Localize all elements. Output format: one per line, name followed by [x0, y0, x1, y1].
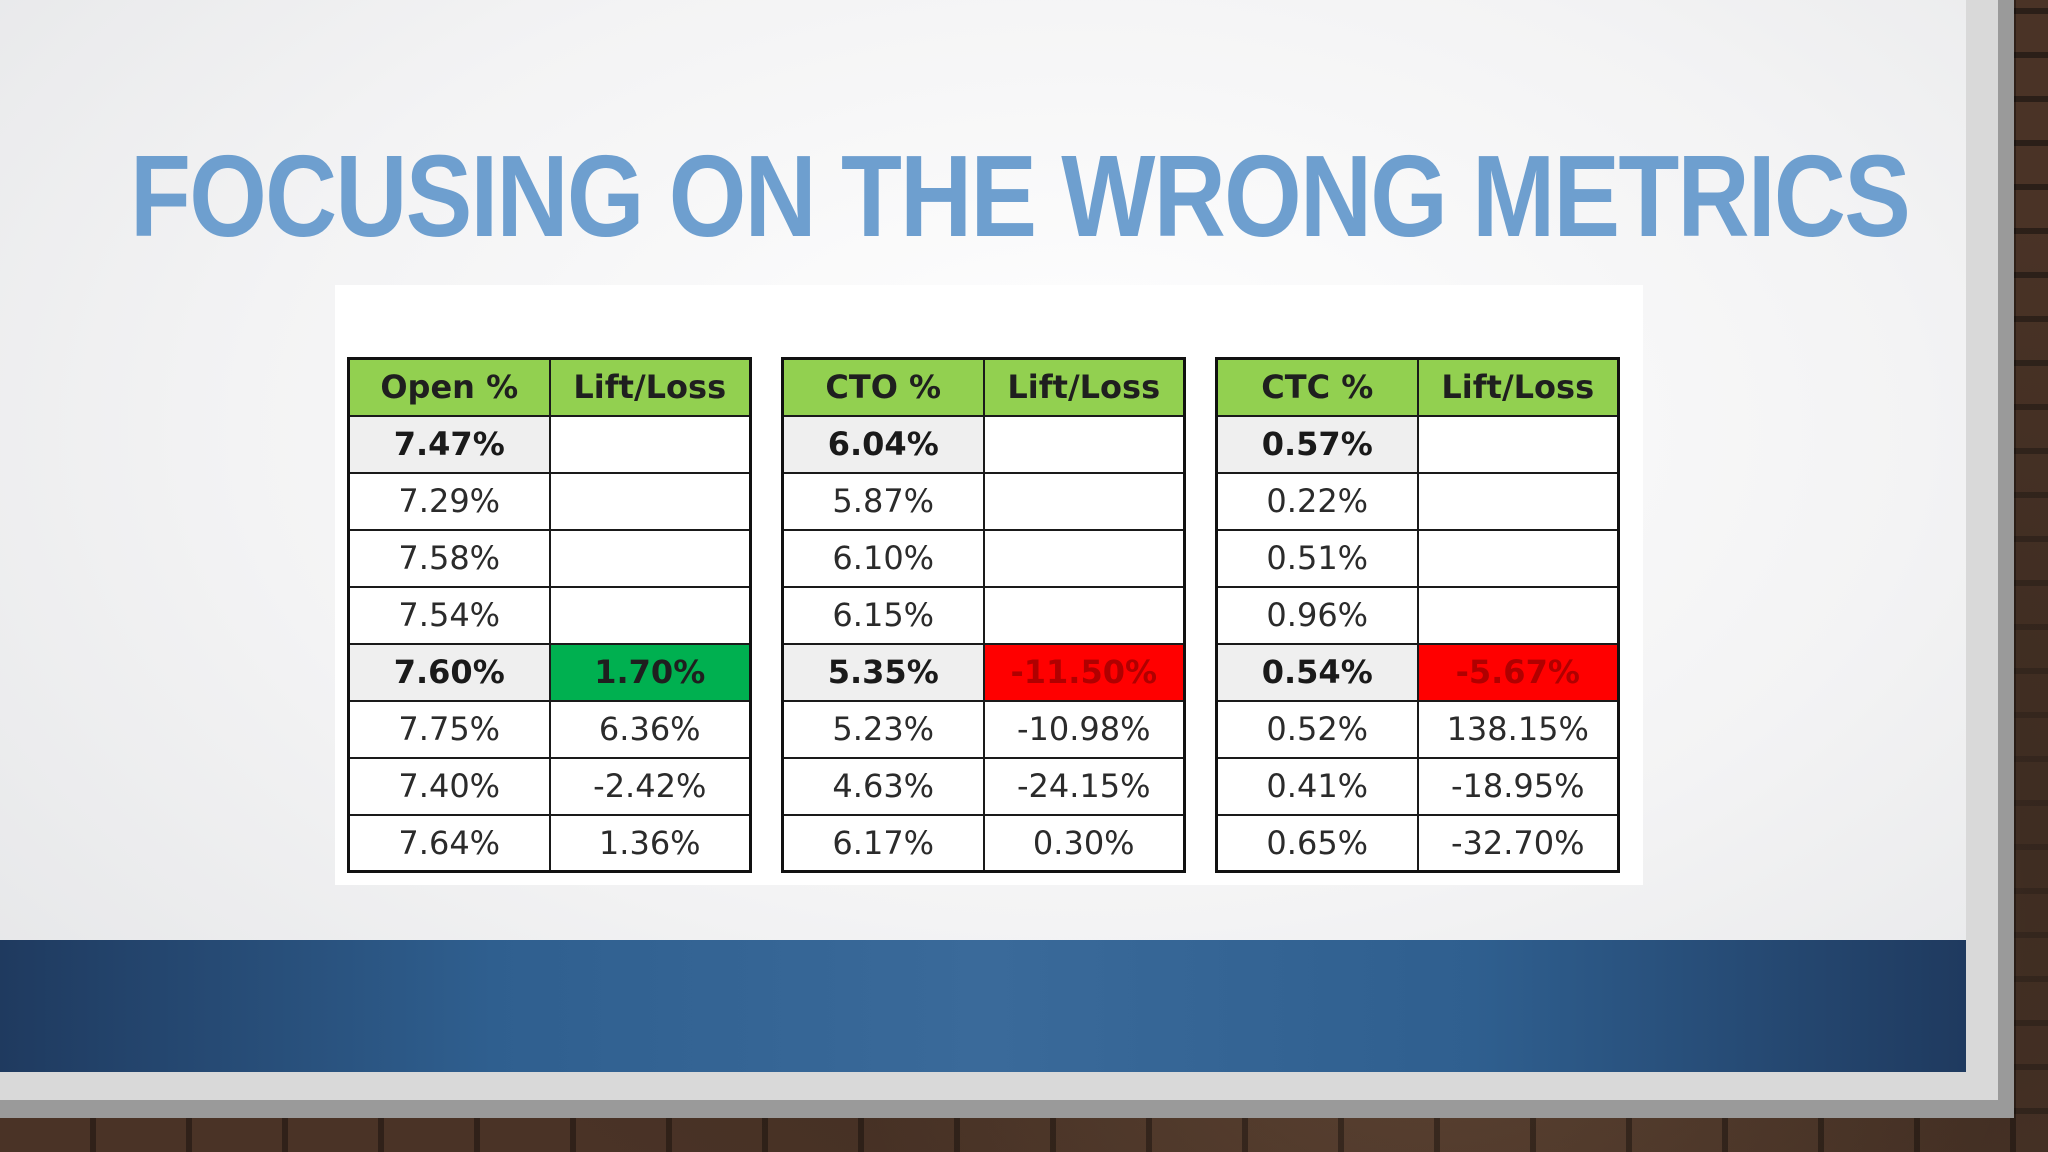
- metric-cell: 7.64%: [347, 813, 551, 873]
- table-row: 7.54%: [347, 585, 752, 645]
- metric-cell: 7.47%: [347, 414, 551, 474]
- table-row: 0.51%: [1215, 528, 1620, 588]
- cto-rate-table: CTO % Lift/Loss 6.04% 5.87% 6.10%: [781, 357, 1186, 873]
- column-header: Open %: [347, 357, 551, 417]
- metric-cell: 7.29%: [347, 471, 551, 531]
- column-header: Lift/Loss: [982, 357, 1186, 417]
- table-row-highlighted: 7.60% 1.70%: [347, 642, 752, 702]
- metric-cell: 0.57%: [1215, 414, 1419, 474]
- metric-cell: 5.87%: [781, 471, 985, 531]
- metric-cell: 7.54%: [347, 585, 551, 645]
- metric-cell: 6.15%: [781, 585, 985, 645]
- lift-cell: [1416, 585, 1620, 645]
- table-row: 0.41% -18.95%: [1215, 756, 1620, 816]
- lift-cell: -2.42%: [548, 756, 752, 816]
- table-row: 6.04%: [781, 414, 1186, 474]
- lift-cell: -24.15%: [982, 756, 1186, 816]
- table-row: 7.64% 1.36%: [347, 813, 752, 873]
- table-row: 7.75% 6.36%: [347, 699, 752, 759]
- metric-cell: 4.63%: [781, 756, 985, 816]
- metric-cell: 7.58%: [347, 528, 551, 588]
- table-row: 0.65% -32.70%: [1215, 813, 1620, 873]
- table-row: 7.58%: [347, 528, 752, 588]
- table-row-highlighted: 5.35% -11.50%: [781, 642, 1186, 702]
- table-row-highlighted: 0.54% -5.67%: [1215, 642, 1620, 702]
- table-row: 7.29%: [347, 471, 752, 531]
- metric-cell: 0.54%: [1215, 642, 1419, 702]
- slide-title: FOCUSING ON THE WRONG METRICS: [130, 131, 1911, 261]
- metric-cell: 0.22%: [1215, 471, 1419, 531]
- column-header: CTC %: [1215, 357, 1419, 417]
- table-row: 6.15%: [781, 585, 1186, 645]
- lift-cell: -18.95%: [1416, 756, 1620, 816]
- column-header: Lift/Loss: [548, 357, 752, 417]
- ctc-rate-table: CTC % Lift/Loss 0.57% 0.22% 0.51%: [1215, 357, 1620, 873]
- lift-cell: -10.98%: [982, 699, 1186, 759]
- metric-cell: 0.52%: [1215, 699, 1419, 759]
- lift-cell: 0.30%: [982, 813, 1186, 873]
- table-row: 0.57%: [1215, 414, 1620, 474]
- table-row: 0.52% 138.15%: [1215, 699, 1620, 759]
- lift-cell-negative: -5.67%: [1416, 642, 1620, 702]
- column-header: Lift/Loss: [1416, 357, 1620, 417]
- lift-cell-negative: -11.50%: [982, 642, 1186, 702]
- metric-cell: 0.65%: [1215, 813, 1419, 873]
- column-header: CTO %: [781, 357, 985, 417]
- metric-cell: 6.17%: [781, 813, 985, 873]
- lift-cell: 138.15%: [1416, 699, 1620, 759]
- metric-cell: 6.10%: [781, 528, 985, 588]
- metric-cell: 7.75%: [347, 699, 551, 759]
- slide: FOCUSING ON THE WRONG METRICS Open % Lif…: [0, 0, 1966, 1072]
- open-rate-table: Open % Lift/Loss 7.47% 7.29% 7.58%: [347, 357, 752, 873]
- lift-cell: [982, 528, 1186, 588]
- metric-cell: 0.41%: [1215, 756, 1419, 816]
- lift-cell: [982, 585, 1186, 645]
- metric-cell: 5.35%: [781, 642, 985, 702]
- lift-cell: [1416, 528, 1620, 588]
- lift-cell: [548, 585, 752, 645]
- metric-cell: 7.40%: [347, 756, 551, 816]
- lift-cell: [548, 471, 752, 531]
- lift-cell: [548, 414, 752, 474]
- table-row: 7.47%: [347, 414, 752, 474]
- metric-cell: 7.60%: [347, 642, 551, 702]
- table-row: 0.22%: [1215, 471, 1620, 531]
- metric-cell: 0.96%: [1215, 585, 1419, 645]
- table-row: 6.17% 0.30%: [781, 813, 1186, 873]
- lift-cell-positive: 1.70%: [548, 642, 752, 702]
- table-row: 4.63% -24.15%: [781, 756, 1186, 816]
- table-row: 0.96%: [1215, 585, 1620, 645]
- table-row: 6.10%: [781, 528, 1186, 588]
- metric-cell: 0.51%: [1215, 528, 1419, 588]
- lift-cell: [1416, 471, 1620, 531]
- lift-cell: 6.36%: [548, 699, 752, 759]
- table-row: 5.23% -10.98%: [781, 699, 1186, 759]
- table-panel: Open % Lift/Loss 7.47% 7.29% 7.58%: [335, 285, 1643, 885]
- lift-cell: [548, 528, 752, 588]
- table-row: 7.40% -2.42%: [347, 756, 752, 816]
- lift-cell: [982, 414, 1186, 474]
- metric-cell: 6.04%: [781, 414, 985, 474]
- lift-cell: 1.36%: [548, 813, 752, 873]
- lift-cell: -32.70%: [1416, 813, 1620, 873]
- metric-cell: 5.23%: [781, 699, 985, 759]
- lift-cell: [1416, 414, 1620, 474]
- table-row: 5.87%: [781, 471, 1186, 531]
- lift-cell: [982, 471, 1186, 531]
- footer-band: [0, 940, 1966, 1072]
